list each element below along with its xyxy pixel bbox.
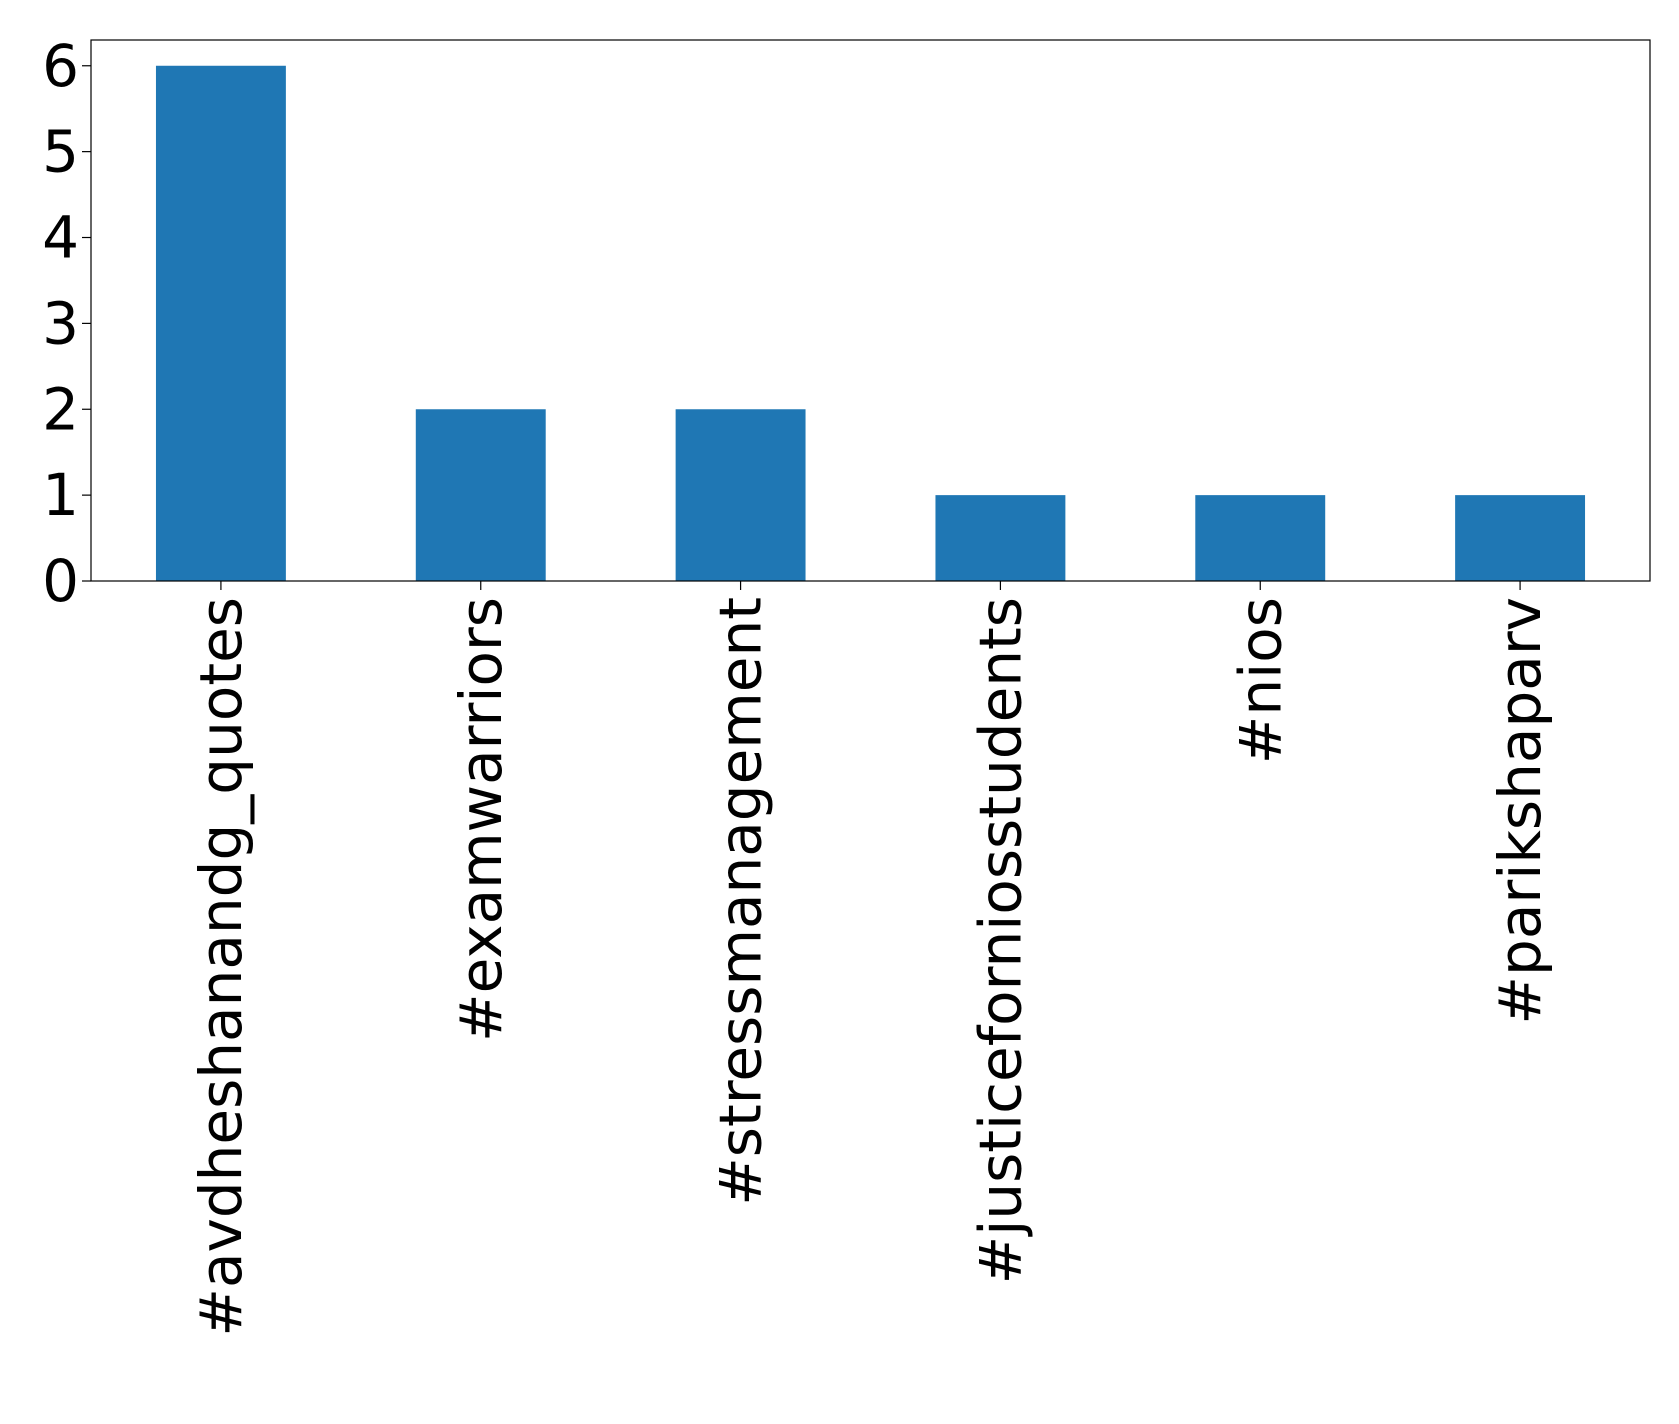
x-tick-label: #avdheshanandg_quotes [187, 597, 255, 1337]
x-tick-label: #stressmanagement [707, 597, 775, 1206]
y-tick-label: 2 [42, 375, 79, 443]
x-tick-label: #justiceforniosstudents [966, 597, 1034, 1284]
y-tick-label: 6 [42, 32, 79, 100]
x-tick-label: #parikshaparv [1486, 597, 1554, 1025]
bar-4 [1195, 495, 1326, 581]
x-axis: #avdheshanandg_quotes #examwarriors #stres… [187, 581, 1554, 1337]
bar-5 [1455, 495, 1586, 581]
y-axis: 0 1 2 3 4 5 6 [42, 32, 91, 615]
y-tick-label: 3 [42, 289, 79, 357]
y-tick-label: 1 [42, 461, 79, 529]
plot-frame [90, 39, 1651, 582]
bar-2 [675, 409, 806, 581]
y-tick-label: 5 [42, 118, 79, 186]
bar-3 [935, 495, 1066, 581]
bars-layer [155, 65, 1586, 581]
y-tick-label: 4 [42, 204, 79, 272]
y-tick-label: 0 [42, 547, 79, 615]
x-tick-label: #nios [1226, 597, 1294, 764]
x-tick-label: #examwarriors [447, 597, 515, 1042]
bar-1 [415, 409, 546, 581]
bar-0 [155, 65, 286, 581]
